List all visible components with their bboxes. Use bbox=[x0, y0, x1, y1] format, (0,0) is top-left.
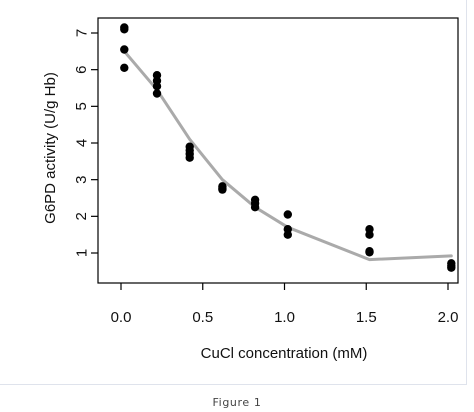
x-tick-label: 1.0 bbox=[274, 309, 295, 326]
x-axis-label: CuCl concentration (mM) bbox=[201, 345, 368, 362]
x-tick-label: 0.5 bbox=[192, 309, 213, 326]
data-points-layer bbox=[120, 23, 456, 272]
y-tick-label: 5 bbox=[73, 102, 90, 110]
data-point bbox=[365, 248, 374, 257]
y-tick-label: 2 bbox=[73, 212, 90, 220]
data-point bbox=[283, 230, 292, 239]
figure-frame bbox=[0, 0, 467, 385]
data-point bbox=[152, 82, 162, 91]
y-axis-label: G6PD activity (U/g Hb) bbox=[42, 72, 59, 224]
data-point bbox=[283, 210, 292, 219]
figure-caption: Figure 1 bbox=[212, 396, 262, 409]
data-point bbox=[152, 89, 162, 98]
data-point bbox=[447, 263, 456, 272]
data-point bbox=[185, 153, 194, 162]
data-point bbox=[120, 45, 129, 54]
data-point bbox=[120, 63, 129, 72]
y-tick-label: 7 bbox=[73, 29, 90, 37]
data-point bbox=[250, 203, 260, 212]
scatter-chart: 0.0 0.5 1.0 1.5 2.0 1 2 3 4 5 6 7 CuCl concentratio… bbox=[42, 17, 459, 362]
fitted-curve bbox=[122, 49, 453, 262]
x-tick-label: 1.5 bbox=[356, 309, 377, 326]
x-tick-label: 2.0 bbox=[438, 309, 459, 326]
data-point bbox=[120, 25, 129, 34]
plot-frame bbox=[97, 17, 459, 284]
y-tick-label: 3 bbox=[73, 175, 90, 183]
fitted-curve-layer bbox=[122, 49, 453, 262]
data-point bbox=[218, 185, 227, 194]
x-tick-label: 0.0 bbox=[111, 309, 132, 326]
axes: 0.0 0.5 1.0 1.5 2.0 1 2 3 4 5 6 7 bbox=[73, 17, 459, 326]
y-tick-label: 4 bbox=[73, 139, 90, 147]
y-tick-label: 6 bbox=[73, 65, 90, 73]
data-point bbox=[365, 230, 374, 239]
y-tick-label: 1 bbox=[73, 249, 90, 257]
